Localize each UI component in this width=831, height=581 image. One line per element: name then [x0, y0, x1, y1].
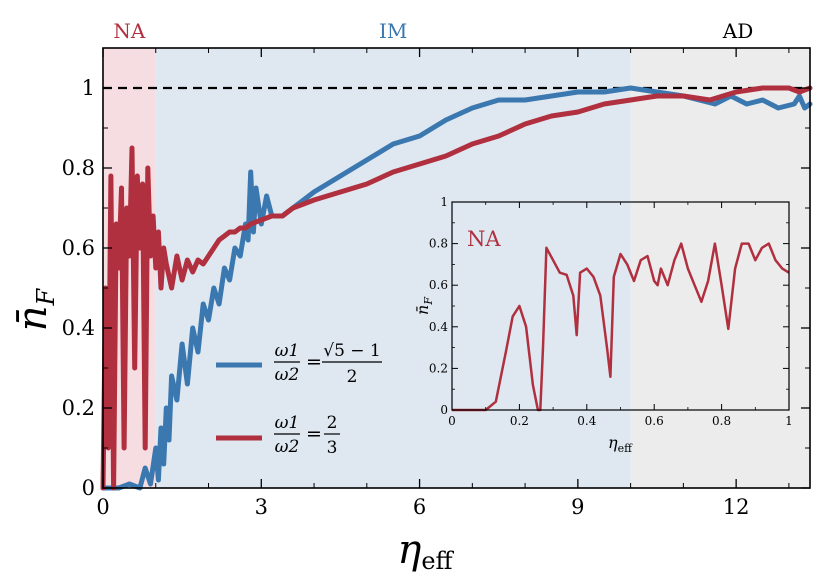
main-y-tick-labels: 0 0.2 0.4 0.6 0.8 1	[62, 76, 95, 500]
main-y-tick-label: 1	[82, 76, 95, 100]
y-label-base: n̄	[10, 305, 56, 331]
inset-x-label-base: η	[608, 433, 618, 452]
inset-x-tick-labels: 0 0.2 0.4 0.6 0.8 1	[448, 414, 793, 428]
inset-ticks	[451, 201, 790, 411]
x-label-sub: eff	[421, 547, 454, 575]
main-y-tick-label: 0.2	[62, 396, 95, 420]
inset-y-label-sub: F	[422, 297, 435, 306]
legend-entry-golden: ω1 ω2 = √5 − 1 2	[274, 341, 382, 387]
inset-x-label-sub: eff	[618, 442, 634, 455]
legend-golden-lhs-den: ω2	[275, 365, 300, 385]
inset-x-axis-label: ηeff	[608, 433, 633, 455]
inset-x-tick-label: 0.6	[645, 414, 664, 428]
inset-chart: 0 0.2 0.4 0.6 0.8 1 0 0.2 0.4 0.6 0.8 1 …	[413, 195, 793, 455]
main-y-tick-label: 0.6	[62, 236, 95, 260]
inset-x-tick-label: 0.4	[577, 414, 596, 428]
main-x-tick-label: 6	[413, 495, 426, 519]
inset-x-tick-label: 1	[785, 414, 793, 428]
main-plot-frame	[102, 47, 811, 489]
main-y-axis-label: n̄F	[10, 287, 60, 331]
main-x-tick-labels: 0 3 6 9 12	[96, 495, 749, 519]
inset-y-tick-label: 0	[440, 403, 448, 417]
main-y-tick-label: 0	[82, 476, 95, 500]
main-y-tick-label: 0.4	[62, 316, 95, 340]
inset-background	[452, 202, 789, 410]
region-label-ad: AD	[722, 19, 753, 43]
main-x-axis-label: ηeff	[397, 527, 454, 575]
series-rational-line	[100, 85, 813, 491]
inset-y-tick-labels: 0 0.2 0.4 0.6 0.8 1	[429, 195, 448, 417]
main-x-tick-label: 0	[96, 495, 109, 519]
inset-x-tick-label: 0.8	[712, 414, 731, 428]
main-ticks	[102, 47, 810, 489]
inset-na-annotation: NA	[467, 227, 501, 251]
inset-y-tick-label: 0.4	[429, 320, 448, 334]
legend-rational-rhs-den: 3	[327, 438, 338, 458]
legend-rational-equals: =	[306, 423, 322, 445]
inset-y-tick-label: 1	[440, 195, 448, 209]
legend: ω1 ω2 = √5 − 1 2 ω1 ω2 = 2 3	[216, 341, 382, 458]
legend-golden-rhs-den: 2	[347, 367, 358, 387]
region-label-na: NA	[113, 19, 146, 43]
legend-rational-lhs-den: ω2	[275, 437, 300, 457]
legend-rational-lhs-num: ω1	[275, 413, 300, 433]
region-im-shade	[155, 48, 631, 488]
main-x-tick-label: 3	[255, 495, 268, 519]
legend-golden-rhs-num: √5 − 1	[323, 341, 381, 361]
inset-x-tick-label: 0	[448, 414, 456, 428]
main-y-tick-label: 0.8	[62, 156, 95, 180]
inset-y-axis-label: n̄F	[413, 297, 435, 315]
inset-y-tick-label: 0.2	[429, 361, 448, 375]
inset-y-tick-label: 0.6	[429, 278, 448, 292]
legend-rational-rhs-num: 2	[327, 413, 338, 433]
y-label-sub: F	[32, 287, 60, 306]
inset-y-label-base: n̄	[413, 305, 432, 315]
inset-y-tick-label: 0.8	[429, 237, 448, 251]
legend-golden-equals: =	[306, 351, 322, 373]
region-label-im: IM	[379, 19, 407, 43]
x-label-base: η	[397, 527, 421, 573]
legend-entry-rational: ω1 ω2 = 2 3	[274, 413, 340, 458]
main-x-tick-label: 12	[723, 495, 750, 519]
legend-golden-lhs-num: ω1	[275, 341, 300, 361]
main-x-tick-label: 9	[571, 495, 584, 519]
inset-x-tick-label: 0.2	[510, 414, 529, 428]
